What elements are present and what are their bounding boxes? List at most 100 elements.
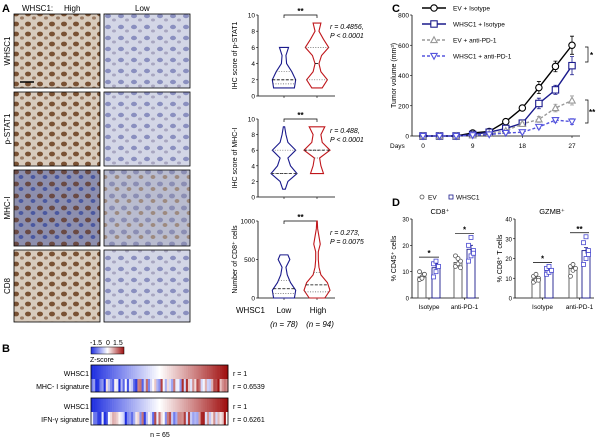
heatmap-cell-signature [128, 379, 132, 392]
heatmap-cell-whsc1 [152, 398, 155, 412]
data-point [570, 262, 576, 267]
data-point [502, 117, 510, 126]
heatmap-cell-signature [126, 412, 130, 425]
legend-marker [430, 4, 438, 12]
heatmap-cell-whsc1 [156, 365, 159, 379]
violin-plot-1: 0 2 4 6 8 10 IHC score of MHC-I ** r = 0.488, P <… [232, 111, 364, 202]
heatmap-cell-signature [194, 412, 197, 425]
x-tick-label: 9 [471, 143, 475, 150]
data-point [549, 267, 554, 273]
heatmap-cell-whsc1 [93, 365, 96, 379]
row-label-mhc1: MHC-I [3, 196, 12, 219]
heatmap-cell-signature [215, 412, 218, 425]
heatmap-cell-whsc1 [219, 398, 222, 412]
heatmap-cell-whsc1 [211, 365, 214, 379]
heatmap-cell-whsc1 [181, 398, 185, 412]
heatmap-cell-signature [158, 412, 161, 425]
heatmap-cell-signature [124, 379, 128, 392]
y-tick-label: 4 [251, 61, 255, 68]
data-point [535, 83, 543, 92]
heatmap-cell-whsc1 [160, 398, 163, 412]
heatmap-cell-whsc1 [166, 365, 170, 379]
data-point [586, 248, 591, 254]
x-tick-label: Isotype [532, 304, 553, 311]
significance-label: ** [297, 7, 304, 16]
chart-title: GZMB⁺ [539, 207, 565, 216]
heatmap-cell-whsc1 [192, 398, 195, 412]
heatmap-cell-signature [179, 379, 182, 392]
significance-label: ** [297, 111, 304, 120]
legend-label: EV + anti-PD-1 [453, 38, 497, 45]
heatmap-cell-signature [168, 379, 172, 392]
heatmap-cell-signature [126, 379, 130, 392]
violin-plot-0: 0 2 4 6 8 10 IHC score of p-STAT1 ** r = 0.4856,… [232, 7, 364, 101]
heatmap-cell-signature [225, 412, 229, 425]
heatmap-cell-signature [122, 412, 126, 425]
x-tick-label: Isotype [419, 304, 440, 311]
heatmap-row-mhc1: MHC- I signature [36, 384, 89, 391]
heatmap-cell-whsc1 [166, 398, 170, 412]
column-low: Low [135, 4, 150, 13]
colorbar [90, 346, 125, 355]
heatmap-cell-whsc1 [225, 398, 229, 412]
heatmap-cell-whsc1 [137, 398, 140, 412]
heatmap-cell-whsc1 [221, 398, 225, 412]
heatmap-cell-whsc1 [150, 398, 153, 412]
heatmap-cell-signature [95, 412, 98, 425]
heatmap-cell-signature [196, 412, 199, 425]
heatmap-cell-signature [192, 412, 195, 425]
heatmap-cell-whsc1 [213, 365, 216, 379]
data-point [536, 277, 541, 283]
heatmap-cell-signature [152, 379, 155, 392]
data-point [583, 256, 589, 261]
heatmap-cell-whsc1 [185, 365, 189, 379]
heatmap-cell-signature [107, 379, 111, 392]
x-tick-label: anti-PD-1 [566, 304, 594, 311]
significance-label: * [427, 249, 431, 258]
heatmap-cell-signature [181, 412, 185, 425]
colorbar-tick-max: 1.5 [113, 340, 123, 347]
data-point [518, 119, 527, 128]
heatmap-cell-whsc1 [171, 398, 174, 412]
heatmap-cell-whsc1 [221, 365, 225, 379]
y-tick-label: 10 [402, 270, 409, 276]
data-point [431, 261, 436, 267]
y-tick-label: 6 [251, 148, 255, 155]
heatmap-cell-whsc1 [215, 365, 218, 379]
heatmap-cell-whsc1 [139, 365, 142, 379]
heatmap-cell-signature [128, 412, 132, 425]
series-line [423, 119, 573, 137]
data-point [567, 118, 577, 126]
heatmap-cell-whsc1 [196, 365, 199, 379]
heatmap-cell-whsc1 [131, 365, 134, 379]
y-tick-label: 2 [251, 179, 255, 186]
y-tick-label: 20 [402, 244, 409, 250]
heatmap-cell-signature [120, 412, 123, 425]
significance-bracket [283, 118, 318, 122]
heatmap-cell-signature [202, 379, 206, 392]
heatmap-cell-whsc1 [137, 365, 140, 379]
heatmap-cell-whsc1 [97, 398, 100, 412]
heatmap-cell-signature [116, 379, 119, 392]
heatmap-cell-signature [168, 412, 172, 425]
heatmap-cell-whsc1 [179, 398, 182, 412]
heatmap-cell-whsc1 [219, 365, 222, 379]
heatmap-cell-signature [194, 379, 197, 392]
heatmap-cell-signature [211, 412, 214, 425]
heatmap-cell-whsc1 [145, 398, 149, 412]
heatmap-cell-signature [209, 379, 212, 392]
heatmap-mhc1 [90, 364, 229, 393]
stat-r: r = 0.488, [330, 128, 360, 135]
data-point [567, 96, 577, 104]
legend-label-whsc1: WHSC1 [456, 195, 480, 202]
heatmap-cell-signature [183, 412, 187, 425]
heatmap-cell-signature [213, 412, 216, 425]
heatmap-cell-signature [112, 379, 115, 392]
heatmap-cell-signature [97, 412, 100, 425]
heatmap-ifng [90, 397, 229, 426]
data-point [468, 132, 477, 140]
y-tick-label: 800 [398, 13, 409, 20]
y-tick-label: 10 [248, 117, 256, 124]
heatmap-cell-whsc1 [171, 365, 174, 379]
heatmap-cell-whsc1 [209, 398, 212, 412]
